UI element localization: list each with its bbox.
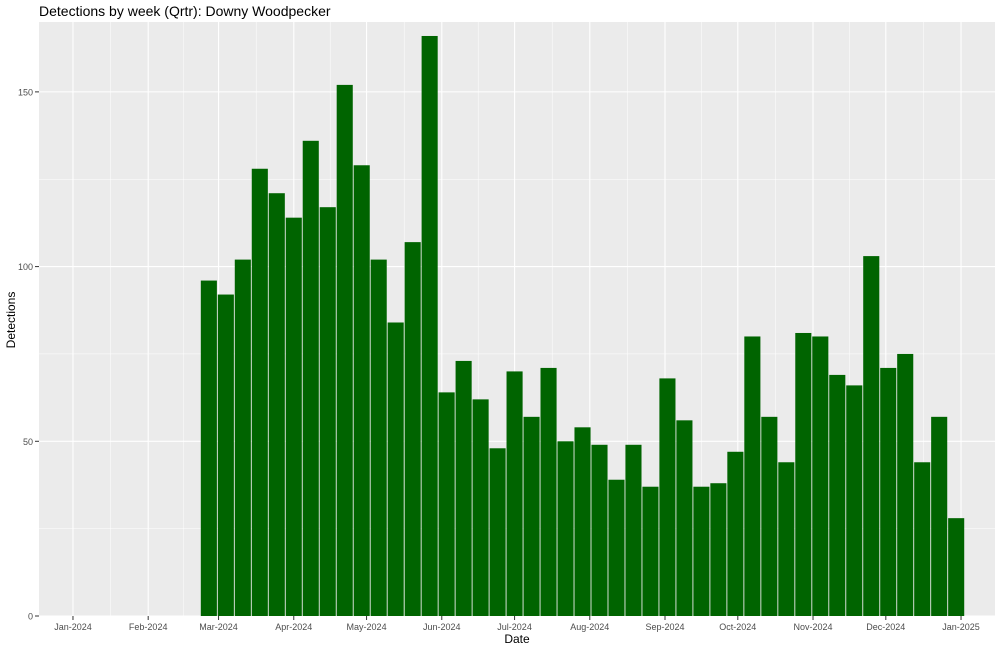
bar: [302, 140, 319, 617]
x-tick-label: Feb-2024: [129, 622, 168, 632]
bar: [574, 427, 591, 616]
bar: [812, 336, 829, 616]
bar: [472, 399, 489, 616]
bar: [846, 385, 863, 616]
bar: [557, 441, 574, 616]
x-tick-label: Jul-2024: [497, 622, 532, 632]
bar: [591, 444, 608, 616]
x-tick-label: Aug-2024: [570, 622, 609, 632]
bar: [421, 35, 438, 617]
bar: [880, 367, 897, 616]
bar: [234, 259, 251, 616]
bar: [608, 479, 625, 616]
bar: [200, 280, 217, 616]
x-tick-label: Nov-2024: [794, 622, 833, 632]
x-axis: Jan-2024 Feb-2024 Mar-2024 Apr-2024 May-2024…: [54, 616, 980, 632]
bar: [761, 416, 778, 616]
bar: [523, 416, 540, 616]
y-tick-label: 50: [23, 437, 33, 447]
bar: [404, 242, 421, 617]
bar: [438, 392, 455, 616]
bar: [387, 322, 404, 616]
x-axis-label: Date: [504, 632, 530, 646]
bar: [625, 444, 642, 616]
x-tick-label: Oct-2024: [719, 622, 756, 632]
x-tick-label: Mar-2024: [199, 622, 238, 632]
bar: [336, 84, 353, 617]
bar: [455, 360, 472, 616]
bar: [948, 518, 965, 616]
bar: [251, 168, 268, 617]
x-tick-label: May-2024: [347, 622, 387, 632]
bar: [540, 367, 557, 616]
chart-title: Detections by week (Qrtr): Downy Woodpec…: [39, 3, 331, 19]
bar: [285, 217, 302, 616]
bar: [710, 483, 727, 616]
bar: [897, 353, 914, 616]
bar: [319, 207, 336, 616]
x-tick-label: Sep-2024: [645, 622, 684, 632]
bar: [863, 256, 880, 616]
bar: [795, 332, 812, 616]
bar: [659, 378, 676, 616]
bar: [268, 193, 285, 616]
bar: [931, 416, 948, 616]
bar: [693, 486, 710, 616]
bar: [914, 462, 931, 616]
bar: [217, 294, 234, 616]
bar: [727, 451, 744, 616]
bar: [353, 165, 370, 616]
x-tick-label: Dec-2024: [866, 622, 905, 632]
y-tick-label: 150: [18, 87, 33, 97]
y-axis: 0 50 100 150: [18, 87, 39, 622]
y-tick-label: 0: [28, 612, 33, 622]
bar: [489, 448, 506, 616]
bar: [829, 374, 846, 616]
x-tick-label: Apr-2024: [275, 622, 312, 632]
bar: [642, 486, 659, 616]
x-tick-label: Jan-2025: [942, 622, 980, 632]
y-tick-label: 100: [18, 262, 33, 272]
bar: [506, 371, 523, 616]
bar: [676, 420, 693, 616]
bar: [744, 336, 761, 616]
y-axis-label: Detections: [4, 292, 18, 349]
bar: [370, 259, 387, 616]
x-tick-label: Jan-2024: [54, 622, 92, 632]
bar: [778, 462, 795, 616]
bars: [200, 35, 965, 617]
x-tick-label: Jun-2024: [423, 622, 461, 632]
